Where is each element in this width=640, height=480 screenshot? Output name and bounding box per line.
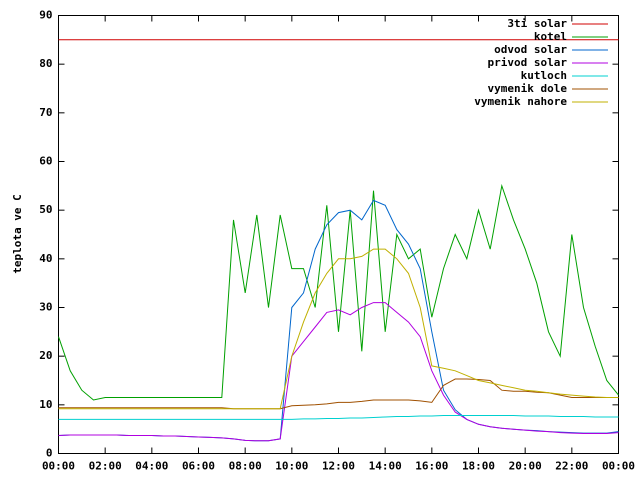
x-tick-label: 12:00 bbox=[322, 460, 355, 473]
y-tick-label: 50 bbox=[39, 203, 52, 216]
x-tick-label: 22:00 bbox=[555, 460, 588, 473]
y-tick-label: 70 bbox=[39, 106, 52, 119]
x-tick-label: 20:00 bbox=[509, 460, 542, 473]
x-tick-label: 10:00 bbox=[275, 460, 308, 473]
y-tick-label: 0 bbox=[46, 447, 53, 460]
series-line bbox=[58, 199, 619, 442]
y-tick-label: 90 bbox=[39, 9, 52, 22]
x-tick-label: 02:00 bbox=[89, 460, 122, 473]
series-line bbox=[58, 183, 619, 401]
legend-label: kutloch bbox=[521, 69, 567, 82]
x-tick-label: 00:00 bbox=[42, 460, 75, 473]
series-line bbox=[58, 415, 619, 420]
x-tick-label: 18:00 bbox=[462, 460, 495, 473]
x-tick-label: 04:00 bbox=[135, 460, 168, 473]
series-line bbox=[58, 248, 619, 410]
legend-label: privod solar bbox=[488, 56, 568, 69]
y-tick-label: 40 bbox=[39, 252, 52, 265]
legend-label: vymenik dole bbox=[488, 82, 568, 95]
series-line bbox=[58, 302, 619, 442]
x-tick-label: 08:00 bbox=[229, 460, 262, 473]
x-tick-label: 14:00 bbox=[369, 460, 402, 473]
x-tick-label: 16:00 bbox=[415, 460, 448, 473]
legend-label: kotel bbox=[534, 30, 567, 43]
legend-label: 3ti solar bbox=[507, 17, 567, 30]
y-tick-label: 20 bbox=[39, 349, 52, 362]
x-tick-label: 06:00 bbox=[182, 460, 215, 473]
x-tick-label: 00:00 bbox=[602, 460, 635, 473]
legend-label: vymenik nahore bbox=[474, 95, 567, 108]
y-axis-label: teplota ve C bbox=[11, 194, 24, 273]
legend-label: odvod solar bbox=[494, 43, 567, 56]
y-tick-label: 10 bbox=[39, 398, 52, 411]
series-line bbox=[58, 378, 619, 410]
y-tick-label: 60 bbox=[39, 155, 52, 168]
y-tick-label: 80 bbox=[39, 57, 52, 70]
y-tick-label: 30 bbox=[39, 301, 52, 314]
